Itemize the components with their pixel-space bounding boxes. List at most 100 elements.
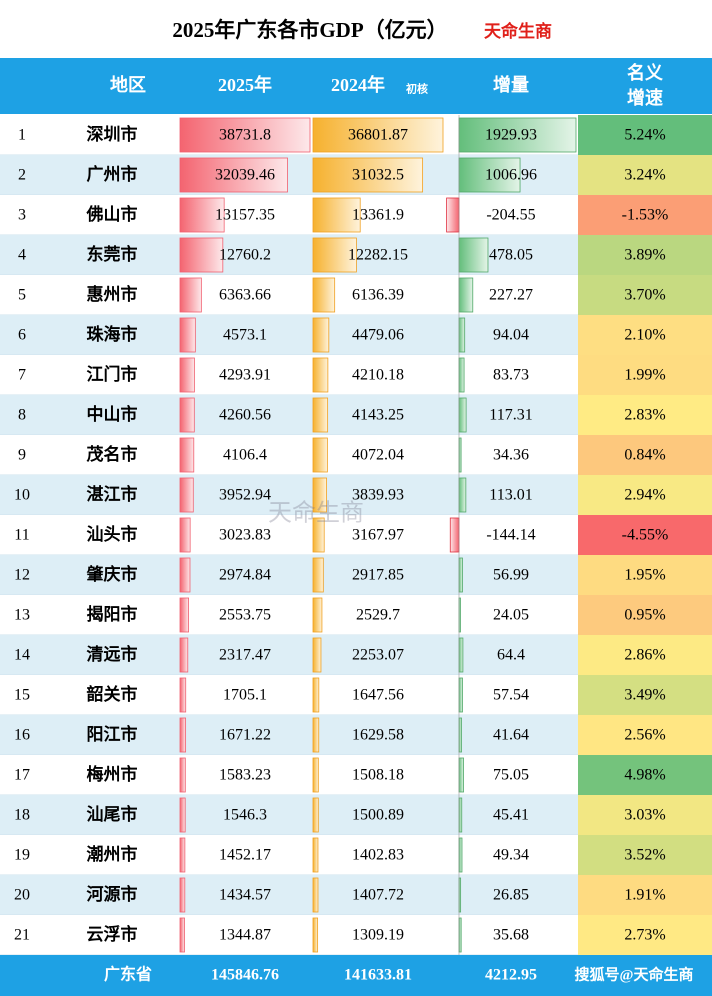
bar-2025 [179, 197, 225, 233]
gdp-2024: 1508.18 [352, 767, 404, 784]
bar-increase [458, 317, 466, 353]
gdp-2025: 1671.22 [219, 727, 271, 744]
gdp-2024: 4210.18 [352, 367, 404, 384]
gdp-2025: 2553.75 [219, 607, 271, 624]
header-note: 初核 [406, 82, 428, 96]
total-cell: 145846.76 [211, 967, 279, 984]
gdp-2025: 38731.8 [219, 127, 271, 144]
growth-cell [578, 675, 712, 715]
city: 肇庆市 [87, 564, 138, 584]
gdp-2024: 4143.25 [352, 407, 404, 424]
increase: 57.54 [493, 687, 529, 704]
increase: 1006.96 [485, 167, 537, 184]
bar-increase [458, 357, 465, 393]
increase: 34.36 [493, 447, 529, 464]
city: 广州市 [87, 164, 138, 184]
gdp-2024: 4479.06 [352, 327, 404, 344]
rank: 7 [18, 367, 26, 384]
gdp-2024: 3839.93 [352, 487, 404, 504]
increase: 83.73 [493, 367, 529, 384]
gdp-2024: 1500.89 [352, 807, 404, 824]
bar-2025 [179, 237, 224, 273]
watermark: 天命生商 [268, 500, 364, 527]
increase: 478.05 [489, 247, 533, 264]
gdp-2025: 4573.1 [223, 327, 267, 344]
gdp-2025: 1452.17 [219, 847, 271, 864]
bar-2024 [312, 357, 329, 393]
rank: 12 [14, 567, 30, 584]
bar-2024 [312, 437, 328, 473]
growth: 2.10% [624, 327, 665, 344]
city: 云浮市 [87, 924, 138, 944]
city: 江门市 [87, 364, 138, 384]
rank: 6 [18, 327, 26, 344]
bar-increase [458, 557, 463, 593]
growth: 2.56% [624, 727, 665, 744]
bar-increase [458, 757, 464, 793]
gdp-2024: 6136.39 [352, 287, 404, 304]
rank: 8 [18, 407, 26, 424]
gdp-2025: 3023.83 [219, 527, 271, 544]
bar-increase [458, 437, 462, 473]
title: 2025年广东各市GDP（亿元） [172, 18, 447, 42]
increase: 75.05 [493, 767, 529, 784]
growth-cell [578, 555, 712, 595]
growth: 2.94% [624, 487, 665, 504]
rank: 18 [14, 807, 30, 824]
gdp-2024: 2917.85 [352, 567, 404, 584]
rank: 1 [18, 127, 26, 144]
gdp-2025: 1583.23 [219, 767, 271, 784]
city: 韶关市 [87, 684, 138, 704]
rank: 2 [18, 167, 26, 184]
gdp-2024: 1309.19 [352, 927, 404, 944]
growth-cell [578, 715, 712, 755]
growth: 3.49% [624, 687, 665, 704]
growth-cell [578, 355, 712, 395]
city: 茂名市 [87, 444, 138, 464]
bar-2024 [312, 677, 320, 713]
bar-2024 [312, 877, 319, 913]
city: 汕尾市 [87, 804, 138, 824]
total-cell: 141633.81 [344, 967, 412, 984]
gdp-2024: 1647.56 [352, 687, 404, 704]
city: 深圳市 [87, 124, 138, 144]
growth-cell [578, 875, 712, 915]
growth-cell [578, 795, 712, 835]
increase: 64.4 [497, 647, 525, 664]
bar-2025 [179, 477, 194, 513]
rank: 16 [14, 727, 30, 744]
increase: 227.27 [489, 287, 533, 304]
bar-2024 [312, 197, 361, 233]
bar-2025 [179, 797, 186, 833]
growth: 0.95% [624, 607, 665, 624]
gdp-2025: 1434.57 [219, 887, 271, 904]
bar-2025 [179, 157, 288, 193]
growth: 3.89% [624, 247, 665, 264]
bar-2025 [179, 837, 186, 873]
growth: 3.70% [624, 287, 665, 304]
bar-2024 [312, 477, 327, 513]
bar-2025 [179, 557, 191, 593]
increase: 35.68 [493, 927, 529, 944]
bar-2025 [179, 117, 311, 153]
gdp-2025: 4106.4 [223, 447, 267, 464]
growth-cell [578, 835, 712, 875]
bar-2024 [312, 917, 319, 953]
bar-2025 [179, 757, 186, 793]
gdp-2024: 2253.07 [352, 647, 404, 664]
increase: 94.04 [493, 327, 529, 344]
gdp-2025: 1546.3 [223, 807, 267, 824]
growth-cell [578, 915, 712, 955]
bar-2024 [312, 757, 319, 793]
city: 东莞市 [87, 244, 138, 264]
bar-increase [458, 797, 463, 833]
bar-increase [458, 237, 489, 273]
bar-2024 [312, 157, 424, 193]
rank: 5 [18, 287, 26, 304]
bar-2025 [179, 677, 187, 713]
growth-cell [578, 115, 712, 155]
growth-cell [578, 595, 712, 635]
rank: 13 [14, 607, 30, 624]
gdp-2024: 1407.72 [352, 887, 404, 904]
bar-2024 [312, 557, 324, 593]
